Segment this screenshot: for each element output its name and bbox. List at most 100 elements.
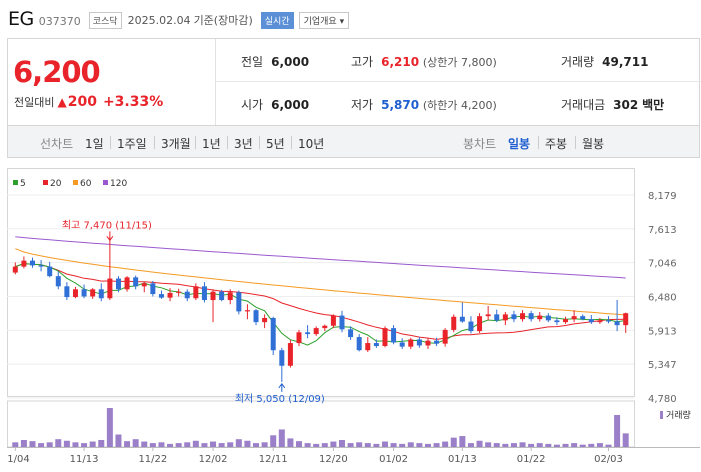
tab-3year[interactable]: 3년	[234, 137, 253, 151]
x-tick-label: 12/11	[259, 454, 288, 465]
x-tick-label: 01/22	[517, 454, 546, 465]
stat-value: 49,711	[602, 55, 649, 69]
tab-monthly[interactable]: 월봉	[582, 137, 605, 151]
volume-bar	[416, 443, 423, 447]
candle-body	[348, 329, 354, 338]
y-tick-label: 4,780	[648, 394, 677, 405]
stat-label: 시가	[241, 98, 264, 112]
price-summary: 6,200 전일대비 ▲ 200 +3.33% 전일 6,000 고가 6,210 …	[7, 38, 701, 125]
amount-unit: 백만	[642, 98, 665, 112]
volume-bar	[356, 442, 363, 447]
volume-bar	[253, 443, 260, 447]
up-arrow-icon: ▲	[57, 95, 67, 109]
tab-5year[interactable]: 5년	[266, 137, 285, 151]
candle-body	[545, 315, 551, 321]
legend-label: 60	[80, 179, 92, 189]
volume-bar	[407, 442, 414, 447]
volume-bar	[141, 441, 148, 447]
candle-body	[571, 316, 577, 320]
candle-body	[55, 276, 61, 287]
volume-bar	[562, 443, 569, 447]
volume-bar	[192, 440, 199, 447]
candle-body	[442, 329, 448, 344]
tab-daily[interactable]: 일봉	[508, 137, 531, 151]
x-tick-label: 11/04	[7, 454, 30, 465]
basis-label: 기준(장마감)	[193, 14, 253, 27]
volume-bar	[553, 444, 560, 447]
volume-bar	[287, 438, 294, 447]
candle-body	[253, 310, 259, 323]
candle-body	[176, 291, 182, 293]
x-tick-label: 11/13	[70, 454, 99, 465]
candle-chart-title: 봉차트	[463, 137, 497, 151]
candle-body	[614, 321, 620, 326]
volume-bar	[571, 443, 578, 447]
ma5-line	[15, 263, 626, 346]
candle-body	[528, 313, 534, 320]
stats-row-2: 시가 6,000 저가 5,870 (하한가 4,200) 거래대금 302 백만	[216, 82, 701, 125]
volume-bar	[605, 444, 612, 447]
volume-bar	[519, 442, 526, 447]
divider	[575, 136, 576, 149]
volume-bar	[115, 434, 122, 447]
volume-bar	[46, 442, 53, 447]
volume-bar	[596, 443, 603, 447]
volume-bar	[502, 443, 509, 447]
candle-body	[219, 291, 225, 301]
x-tick-label: 11/22	[138, 454, 167, 465]
candle-body	[72, 289, 78, 298]
volume-bar	[347, 443, 354, 447]
tab-weekly[interactable]: 주봉	[545, 137, 568, 151]
stats-row-1: 전일 6,000 고가 6,210 (상한가 7,800) 거래량 49,711	[216, 39, 701, 82]
candle-body	[244, 310, 250, 312]
candle-body	[124, 277, 130, 290]
volume-bar	[536, 443, 543, 447]
tab-1day[interactable]: 1일	[85, 137, 104, 151]
change-label: 전일대비	[14, 96, 55, 109]
candle-body	[494, 314, 500, 321]
candle-body	[236, 292, 242, 312]
candle-body	[485, 314, 491, 317]
volume-bar	[244, 440, 251, 447]
candle-body	[537, 315, 543, 320]
volume-bar	[63, 440, 70, 447]
realtime-button[interactable]: 실시간	[260, 11, 294, 29]
volume-bar	[313, 443, 320, 447]
candle-body	[279, 350, 285, 366]
tab-10year[interactable]: 10년	[298, 137, 325, 151]
candle-body	[511, 314, 517, 320]
candle-body	[262, 317, 268, 323]
candle-body	[606, 320, 612, 322]
stat-value: 6,000	[271, 55, 310, 69]
company-overview-button[interactable]: 기업개요 ▾	[298, 11, 350, 29]
volume-bar	[614, 415, 621, 447]
volume-bar	[476, 440, 483, 447]
volume-bar	[364, 443, 371, 447]
volume-bar	[55, 439, 62, 447]
y-tick-label: 5,913	[648, 326, 677, 337]
divider	[291, 136, 292, 149]
volume-bar	[98, 439, 105, 447]
candle-body	[47, 266, 53, 277]
candle-body	[356, 337, 362, 351]
candle-body	[339, 315, 345, 330]
tab-1week[interactable]: 1주일	[117, 137, 147, 151]
stat-value: 6,000	[271, 98, 310, 112]
volume-bar	[72, 442, 79, 447]
x-tick-label: 02/03	[594, 454, 623, 465]
candle-body	[520, 313, 526, 320]
divider	[538, 136, 539, 149]
tab-3month[interactable]: 3개월	[161, 137, 191, 151]
tab-1year[interactable]: 1년	[202, 137, 221, 151]
volume-bar	[399, 443, 406, 447]
candle-body	[477, 316, 483, 332]
stat-low: 저가 5,870 (하한가 4,200)	[351, 96, 497, 113]
stat-value: 5,870	[381, 98, 420, 112]
candle-body	[158, 294, 164, 298]
candle-body	[81, 289, 87, 297]
lower-limit: (하한가 4,200)	[422, 99, 497, 112]
volume-bar	[485, 442, 492, 447]
candle-body	[580, 316, 586, 320]
low-annotation: 최저 5,050 (12/09)	[235, 393, 325, 405]
candle-body	[459, 316, 465, 322]
